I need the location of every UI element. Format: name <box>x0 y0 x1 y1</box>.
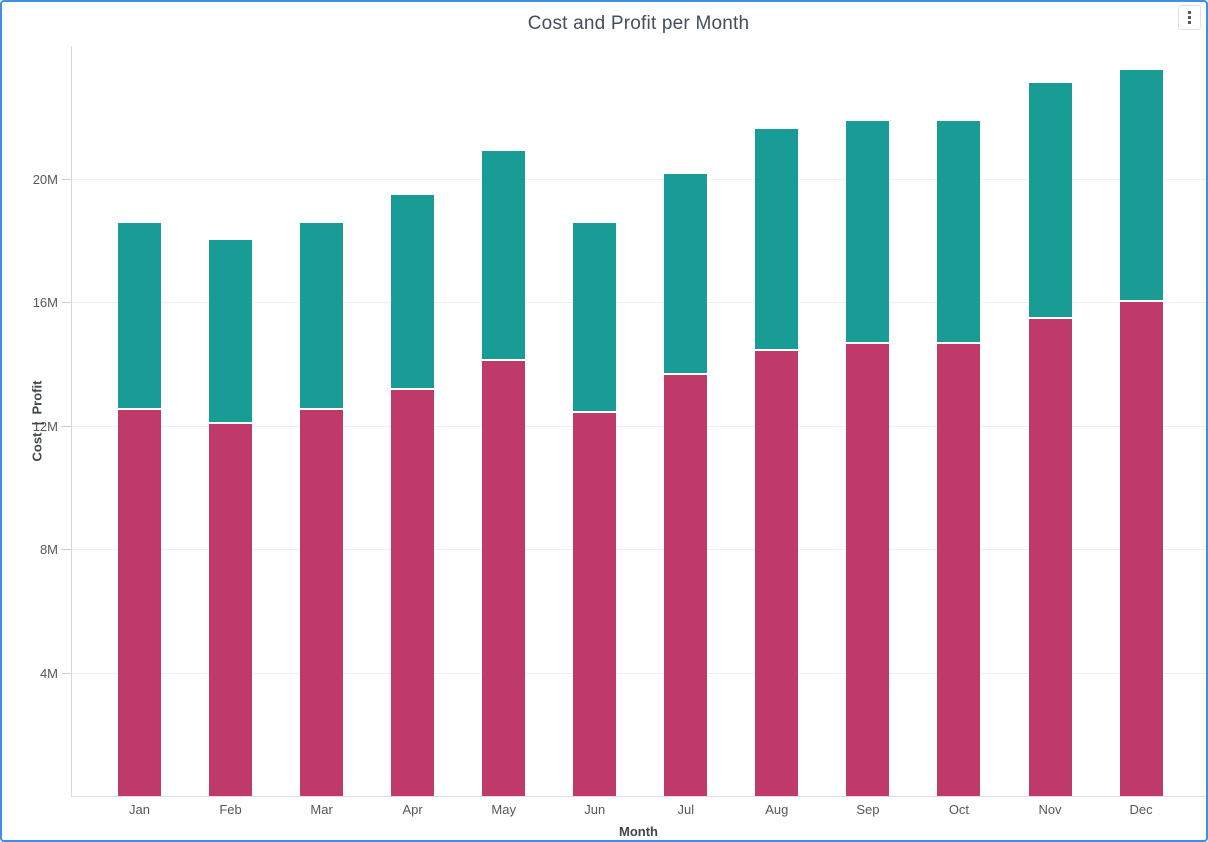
bar-segment-profit-sep[interactable] <box>846 121 890 342</box>
x-tick-label: Oct <box>948 802 970 817</box>
y-axis-title: Cost | Profit <box>29 380 45 462</box>
x-tick-label: Jun <box>584 802 606 817</box>
bar-segment-cost-may[interactable] <box>482 360 526 796</box>
bar-segment-cost-mar[interactable] <box>300 410 344 796</box>
bar-segment-cost-sep[interactable] <box>846 343 890 796</box>
x-tick-label: Sep <box>856 802 880 817</box>
bar-segment-profit-apr[interactable] <box>391 195 435 388</box>
y-axis-tick <box>62 549 71 550</box>
y-axis-tick <box>62 302 71 303</box>
x-axis-title: Month <box>619 824 658 839</box>
x-tick-label: Nov <box>1038 802 1062 817</box>
y-tick-label: 4M <box>39 665 58 681</box>
y-gridline <box>71 672 1206 674</box>
bar-segment-profit-aug[interactable] <box>755 129 799 350</box>
bar-segment-profit-mar[interactable] <box>300 223 344 409</box>
bar-segment-cost-oct[interactable] <box>937 343 981 796</box>
bar-segment-cost-jul[interactable] <box>664 374 708 796</box>
kebab-menu-icon <box>1188 11 1191 24</box>
bar-segment-profit-dec[interactable] <box>1119 70 1163 300</box>
bar-segment-profit-jan[interactable] <box>118 223 161 409</box>
y-gridline <box>71 302 1206 303</box>
x-tick-label: Feb <box>219 802 242 817</box>
x-tick-label: May <box>491 802 516 817</box>
y-axis-tick <box>62 672 71 674</box>
chart-options-button[interactable] <box>1178 5 1201 30</box>
y-gridline <box>71 549 1206 550</box>
y-gridline <box>71 425 1206 427</box>
bar-segment-profit-oct[interactable] <box>937 121 981 342</box>
bar-segment-cost-jun[interactable] <box>573 413 617 796</box>
x-tick-label: Mar <box>310 802 333 817</box>
y-tick-label: 20M <box>32 171 58 187</box>
bar-segment-profit-may[interactable] <box>482 150 526 359</box>
x-tick-label: Apr <box>402 802 423 817</box>
bar-segment-cost-dec[interactable] <box>1119 302 1163 796</box>
bar-segment-cost-feb[interactable] <box>209 423 253 796</box>
bar-segment-cost-nov[interactable] <box>1028 318 1072 796</box>
bar-segment-cost-jan[interactable] <box>118 410 161 796</box>
bar-segment-profit-jul[interactable] <box>664 173 708 373</box>
y-axis-tick <box>62 178 71 180</box>
bar-segment-profit-nov[interactable] <box>1028 82 1072 317</box>
y-tick-label: 12M <box>32 418 58 434</box>
y-axis-tick <box>62 425 71 427</box>
x-tick-label: Jan <box>129 802 150 817</box>
y-tick-label: 16M <box>32 295 58 310</box>
bar-segment-cost-apr[interactable] <box>391 389 435 796</box>
x-axis-line <box>71 796 1206 797</box>
x-tick-label: Jul <box>677 802 695 817</box>
bar-segment-cost-aug[interactable] <box>755 351 799 796</box>
y-tick-label: 8M <box>39 542 58 557</box>
y-axis-line <box>71 46 72 797</box>
y-gridline <box>71 178 1206 180</box>
x-tick-label: Dec <box>1129 802 1153 817</box>
bar-segment-profit-jun[interactable] <box>573 223 617 412</box>
x-tick-label: Aug <box>765 802 789 817</box>
chart-title: Cost and Profit per Month <box>527 13 750 34</box>
bar-segment-profit-feb[interactable] <box>209 240 253 422</box>
